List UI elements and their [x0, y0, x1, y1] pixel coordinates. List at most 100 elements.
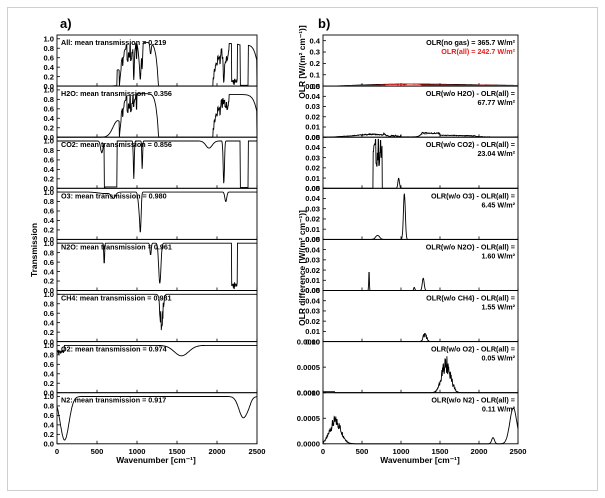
olr-diff-panel-o3-y-tick-label: 0.04 [305, 194, 321, 203]
olr-diff-panel-ch4-y-tick-label: 0.05 [305, 286, 321, 295]
olr-diff-panel-o2-label: 0.05 W/m² [481, 354, 515, 363]
olr-diff-panel-h2o-label: OLR(w/o H2O) - OLR(all) = [426, 89, 515, 98]
transmission-panel-all-y-tick-label: 0.8 [43, 44, 54, 53]
olr-diff-panel-n2-y-tick-label: 0.0000 [297, 440, 320, 449]
transmission-panel-ch4-y-tick-label: 0.4 [43, 318, 54, 327]
transmission-panel-ch4-y-tick-label: 0.0 [43, 337, 54, 346]
olr-diff-panel-n2-x-tick-label: 1000 [393, 447, 410, 456]
transmission-panel-n2-x-tick-label: 0 [55, 447, 59, 456]
olr-diff-panel-o2-label: OLR(w/o O2) - OLR(all) = [431, 345, 515, 354]
transmission-panel-n2-axes-box [56, 392, 258, 445]
olr-diff-panel-co2-y-tick-label: 0.04 [305, 143, 321, 152]
transmission-panel-h2o-y-tick-label: 0.0 [43, 133, 54, 142]
olr-diff-panel-n2-x-tick-label: 1500 [432, 447, 449, 456]
transmission-panel-o2-y-tick-label: 0.2 [43, 379, 54, 388]
olr-diff-panel-n2o-y-tick-label: 0.02 [305, 266, 320, 275]
olr-diff-panel-ch4-y-tick-label: 0.00 [305, 337, 320, 346]
transmission-panel-all-label: All: mean transmission = 0.219 [61, 38, 166, 47]
olr-diff-panel-ch4-series-line [323, 332, 518, 343]
transmission-panel-co2-y-tick-label: 0.4 [43, 165, 54, 174]
transmission-panel-n2-x-tick-label: 500 [91, 447, 104, 456]
olr-diff-panel-n2-y-tick-label: 0.0005 [297, 414, 321, 423]
transmission-panel-co2-series-line [57, 140, 257, 189]
olr-panel-y-tick-label: 0.0 [309, 82, 320, 91]
panel-b-letter: b) [318, 16, 330, 31]
olr-diff-panel-o2-y-tick-label: 0.0005 [297, 363, 321, 372]
olr-diff-panel-n2o-label: 1.60 W/m² [481, 251, 515, 260]
olr-panel-y-tick-label: 0.2 [309, 59, 320, 68]
transmission-panel-co2-y-tick-label: 0.8 [43, 146, 54, 155]
olr-diff-panel-o3-y-tick-label: 0.01 [305, 225, 321, 234]
transmission-panel-o2-series-line [56, 344, 257, 357]
transmission-panel-n2-series-line [56, 396, 257, 441]
transmission-panel-n2o-y-tick-label: 0.4 [43, 267, 54, 276]
transmission-panel-all-series-line [57, 42, 258, 87]
transmission-panel-n2o-series-line [57, 242, 257, 290]
transmission-panels: 0.00.20.40.60.81.0 All: mean transmission… [43, 34, 265, 455]
transmission-panel-o3-y-tick-label: 0.6 [43, 207, 54, 216]
olr-diff-panel-n2o-label: OLR(w/o N2O) - OLR(all) = [426, 242, 515, 251]
olr-diff-panel-co2-y-tick-label: 0.01 [305, 174, 321, 183]
transmission-panel-o2-y-tick-label: 0.4 [43, 369, 54, 378]
transmission-panel-n2o-y-tick-label: 0.2 [43, 277, 54, 286]
transmission-panel-co2-y-tick-label: 0.6 [43, 156, 54, 165]
olr-diff-panel-n2o-y-tick-label: 0.00 [305, 286, 320, 295]
olr-diff-panel-o3-y-tick-label: 0.02 [305, 215, 320, 224]
transmission-panel-h2o-series-line [57, 93, 258, 138]
transmission-panel-o2-y-tick-label: 1.0 [43, 341, 54, 350]
transmission-panel-all-y-tick-label: 0.0 [43, 82, 54, 91]
olr-diff-panel-n2-y-tick-label: 0.0010 [297, 388, 320, 397]
transmission-panel-n2-label: N2: mean transmission = 0.917 [61, 396, 166, 405]
transmission-panel-h2o-y-tick-label: 0.8 [43, 95, 54, 104]
transmission-panel-ch4-y-tick-label: 0.8 [43, 299, 54, 308]
transmission-panel-h2o-y-tick-label: 0.2 [43, 123, 54, 132]
transmission-panel-n2-x-tick-label: 1000 [129, 447, 146, 456]
transmission-panel-n2-y-tick-label: 0.6 [43, 411, 54, 420]
transmission-panel-h2o-y-tick-label: 1.0 [43, 86, 54, 95]
olr-diff-panel-o3-label: OLR(w/o O3) - OLR(all) = [431, 191, 515, 200]
transmission-panel-o2-y-tick-label: 0.6 [43, 360, 54, 369]
olr-diff-panel-ch4-label: 1.55 W/m² [481, 303, 515, 312]
olr-diff-panel-o2-y-tick-label: 0.0010 [297, 337, 320, 346]
olr-panel-y-tick-label: 0.4 [309, 36, 320, 45]
olr-panel-y-tick-label: 0.1 [309, 70, 320, 79]
olr-diff-panel-ch4-y-tick-label: 0.01 [305, 327, 321, 336]
olr-diff-panel-o3-y-tick-label: 0.00 [305, 235, 320, 244]
transmission-panel-co2-label: CO2: mean transmission = 0.856 [61, 140, 172, 149]
olr-diff-panel-o2-y-tick-label: 0.0000 [297, 388, 320, 397]
transmission-panel-o3-y-tick-label: 1.0 [43, 188, 54, 197]
olr-diff-panel-h2o-y-tick-label: 0.01 [305, 123, 321, 132]
olr-diff-panel-n2-series-line [322, 407, 519, 445]
panel-a-letter: a) [60, 16, 72, 31]
left-x-axis-label: Wavenumber [cm⁻¹] [116, 455, 196, 465]
olr-diff-panel-h2o-y-tick-label: 0.00 [305, 133, 320, 142]
olr-diff-panel-co2-label: OLR(w/o CO2) - OLR(all) = [426, 140, 515, 149]
olr-diff-panel-n2-x-tick-label: 500 [356, 447, 369, 456]
olr-diff-panel-n2o-y-tick-label: 0.05 [305, 235, 321, 244]
transmission-panel-n2-x-tick-label: 1500 [169, 447, 186, 456]
olr-diff-panel-ch4-y-tick-label: 0.03 [305, 307, 320, 316]
transmission-panel-o2-label: O2: mean transmission = 0.974 [61, 345, 167, 354]
olr-diff-panel-h2o-y-tick-label: 0.05 [305, 82, 321, 91]
transmission-panel-all-y-tick-label: 0.6 [43, 53, 54, 62]
transmission-panel-n2-y-tick-label: 0.4 [43, 421, 54, 430]
transmission-panel-all-y-tick-label: 0.2 [43, 72, 54, 81]
olr-diff-panel-ch4-label: OLR(w/o CH4) - OLR(all) = [426, 294, 515, 303]
transmission-panel-n2o-label: N2O: mean transmission = 0.961 [61, 242, 172, 251]
transmission-panel-co2-y-tick-label: 1.0 [43, 137, 54, 146]
olr-diff-panel-h2o-y-tick-label: 0.02 [305, 112, 320, 121]
transmission-panel-o3-y-tick-label: 0.8 [43, 197, 54, 206]
olr-panel-y-tick-label: 0.3 [309, 48, 320, 57]
transmission-panel-n2-x-tick-label: 2500 [249, 447, 266, 456]
olr-diff-panel-n2o-y-tick-label: 0.04 [305, 245, 321, 254]
olr-diff-panel-h2o-y-tick-label: 0.03 [305, 102, 320, 111]
olr-diff-panel-o3-y-tick-label: 0.03 [305, 204, 320, 213]
transmission-panel-n2-y-tick-label: 0.2 [43, 430, 54, 439]
transmission-panel-n2o-y-tick-label: 0.0 [43, 286, 54, 295]
transmission-panel-all-y-tick-label: 1.0 [43, 34, 54, 43]
transmission-panel-o2-y-tick-label: 0.8 [43, 351, 54, 360]
transmission-panel-o3-series-line [57, 191, 257, 233]
transmission-panel-o3-label: O3: mean transmission = 0.980 [61, 191, 167, 200]
transmission-panel-o2-y-tick-label: 0.0 [43, 388, 54, 397]
